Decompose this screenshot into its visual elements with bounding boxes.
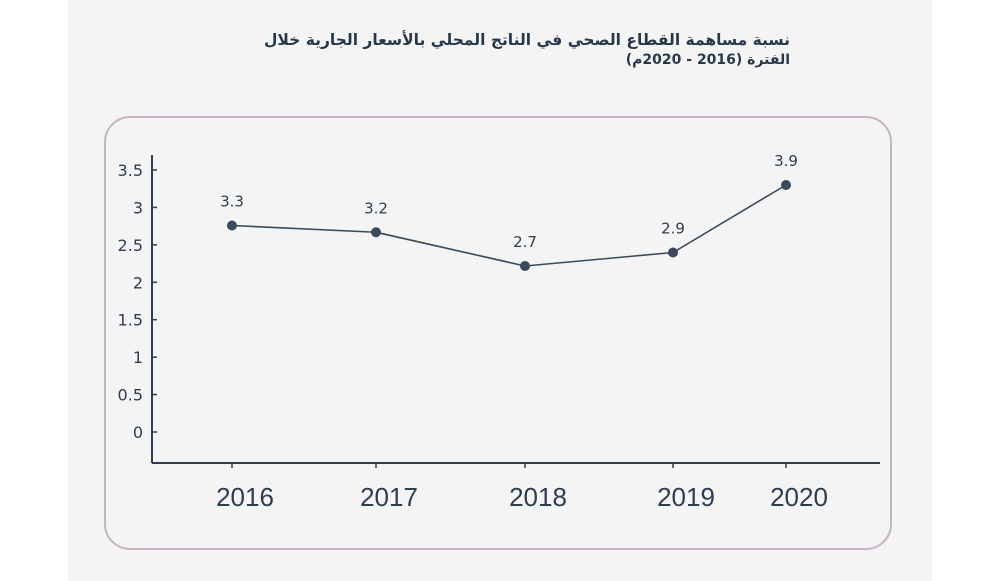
y-tick-label: 2 (133, 273, 143, 292)
y-axis-ticks: 0 0.5 1 1.5 2 2.5 3 3.5 (118, 161, 157, 442)
data-label: 2.7 (513, 233, 537, 251)
y-tick-label: 3 (133, 198, 143, 217)
series-line (231, 184, 787, 267)
x-tick-label: 2018 (509, 482, 567, 512)
x-axis-ticks: 2016 2017 2018 2019 2020 (216, 463, 828, 512)
y-tick-label: 1.5 (118, 311, 143, 330)
y-tick-label: 0 (133, 423, 143, 442)
data-point (520, 261, 530, 271)
data-label: 3.2 (364, 199, 388, 217)
data-label: 3.9 (774, 152, 798, 170)
data-point (227, 220, 237, 231)
chart-title-line2: الفترة (2016 - 2020م) (625, 52, 790, 68)
y-tick-label: 0.5 (118, 386, 143, 405)
data-point (781, 180, 791, 190)
y-tick-label: 2.5 (118, 236, 143, 255)
chart-panel (68, 0, 932, 581)
chart-title-line1: نسبة مساهمة القطاع الصحي في الناتج المحل… (263, 31, 790, 49)
chart-frame (104, 116, 892, 550)
y-tick-label: 1 (133, 348, 143, 367)
data-label: 3.3 (220, 193, 244, 211)
y-tick-label: 3.5 (118, 161, 143, 180)
data-point (371, 227, 381, 238)
data-point (668, 247, 678, 258)
series-group (227, 180, 791, 271)
chart-axes (151, 155, 880, 464)
x-tick-label: 2016 (216, 482, 274, 512)
chart-title: نسبة مساهمة القطاع الصحي في الناتج المحل… (150, 30, 790, 70)
x-tick-label: 2020 (770, 482, 828, 512)
data-label: 2.9 (661, 220, 685, 238)
x-tick-label: 2017 (360, 482, 418, 512)
x-tick-label: 2019 (657, 482, 715, 512)
data-labels: 3.3 3.2 2.7 2.9 3.9 (220, 152, 798, 251)
